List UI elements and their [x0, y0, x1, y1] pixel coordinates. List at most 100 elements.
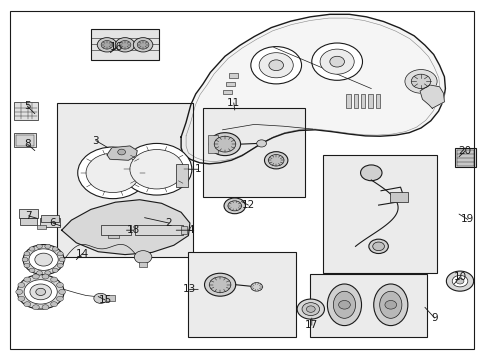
- Circle shape: [51, 302, 58, 307]
- Bar: [57, 103, 193, 257]
- Bar: [367, 94, 372, 108]
- Circle shape: [52, 247, 58, 251]
- Text: 16: 16: [109, 42, 122, 52]
- Circle shape: [256, 140, 266, 147]
- Bar: [203, 108, 305, 197]
- Bar: [176, 164, 188, 187]
- Circle shape: [204, 273, 235, 296]
- Text: 10: 10: [452, 272, 466, 282]
- Circle shape: [259, 53, 293, 78]
- Circle shape: [45, 244, 51, 248]
- Bar: [91, 30, 159, 60]
- Bar: [41, 215, 59, 222]
- Text: 6: 6: [49, 218, 56, 228]
- Bar: [454, 148, 475, 167]
- Circle shape: [42, 305, 49, 310]
- Circle shape: [22, 257, 28, 262]
- Text: 1: 1: [194, 164, 201, 174]
- Circle shape: [264, 152, 287, 169]
- Bar: [207, 135, 217, 153]
- Circle shape: [24, 277, 31, 282]
- Bar: [225, 82, 234, 86]
- Circle shape: [306, 306, 315, 312]
- Polygon shape: [61, 200, 189, 255]
- Text: 14: 14: [76, 248, 89, 258]
- Bar: [40, 219, 60, 227]
- Bar: [346, 94, 350, 108]
- Bar: [108, 234, 119, 238]
- Circle shape: [404, 69, 436, 93]
- Bar: [360, 94, 365, 108]
- Bar: [188, 252, 295, 337]
- Circle shape: [101, 41, 113, 49]
- Circle shape: [29, 268, 35, 273]
- Circle shape: [57, 283, 63, 288]
- Bar: [101, 225, 131, 234]
- Ellipse shape: [379, 291, 401, 318]
- Circle shape: [30, 284, 51, 300]
- Polygon shape: [107, 146, 137, 160]
- Circle shape: [78, 147, 148, 199]
- Circle shape: [24, 280, 57, 304]
- Circle shape: [137, 41, 149, 49]
- Text: 5: 5: [24, 102, 31, 112]
- Bar: [228, 73, 237, 78]
- Circle shape: [52, 268, 58, 273]
- Circle shape: [18, 283, 25, 288]
- Circle shape: [32, 305, 39, 310]
- Bar: [181, 226, 186, 234]
- Circle shape: [320, 49, 353, 74]
- Circle shape: [97, 38, 117, 52]
- Text: 17: 17: [305, 320, 318, 330]
- Bar: [135, 225, 182, 234]
- Bar: [105, 296, 115, 301]
- Circle shape: [119, 41, 131, 49]
- Ellipse shape: [373, 284, 407, 325]
- Circle shape: [59, 289, 65, 294]
- Circle shape: [133, 38, 153, 52]
- Polygon shape: [181, 14, 445, 164]
- Circle shape: [360, 165, 381, 181]
- Circle shape: [455, 278, 463, 284]
- Circle shape: [32, 274, 39, 279]
- Circle shape: [209, 277, 230, 293]
- Bar: [16, 135, 34, 145]
- Ellipse shape: [333, 291, 355, 318]
- Circle shape: [57, 296, 63, 301]
- Circle shape: [24, 302, 31, 307]
- Circle shape: [268, 60, 283, 71]
- Circle shape: [338, 301, 349, 309]
- Bar: [19, 209, 38, 218]
- Text: 8: 8: [24, 139, 31, 149]
- Circle shape: [134, 251, 152, 264]
- Bar: [139, 262, 147, 267]
- Text: 3: 3: [92, 136, 99, 145]
- Text: 11: 11: [227, 98, 240, 108]
- Circle shape: [23, 244, 64, 275]
- Circle shape: [250, 283, 262, 291]
- Circle shape: [118, 149, 125, 155]
- Text: 7: 7: [25, 211, 32, 221]
- Circle shape: [51, 277, 58, 282]
- Bar: [322, 155, 436, 273]
- Text: 2: 2: [165, 218, 172, 228]
- Text: 12: 12: [241, 200, 255, 210]
- Bar: [14, 102, 38, 120]
- Circle shape: [115, 38, 135, 52]
- Bar: [223, 90, 231, 94]
- Bar: [310, 274, 427, 337]
- Bar: [353, 94, 357, 108]
- Circle shape: [451, 275, 467, 287]
- Text: 18: 18: [126, 225, 140, 235]
- Circle shape: [35, 253, 52, 266]
- Bar: [37, 225, 46, 229]
- Text: 4: 4: [187, 225, 194, 235]
- Bar: [456, 149, 473, 166]
- Circle shape: [37, 244, 42, 248]
- Circle shape: [302, 303, 319, 316]
- Circle shape: [130, 149, 183, 189]
- Circle shape: [122, 143, 191, 195]
- Circle shape: [410, 74, 430, 89]
- Polygon shape: [419, 85, 444, 108]
- Circle shape: [86, 153, 140, 193]
